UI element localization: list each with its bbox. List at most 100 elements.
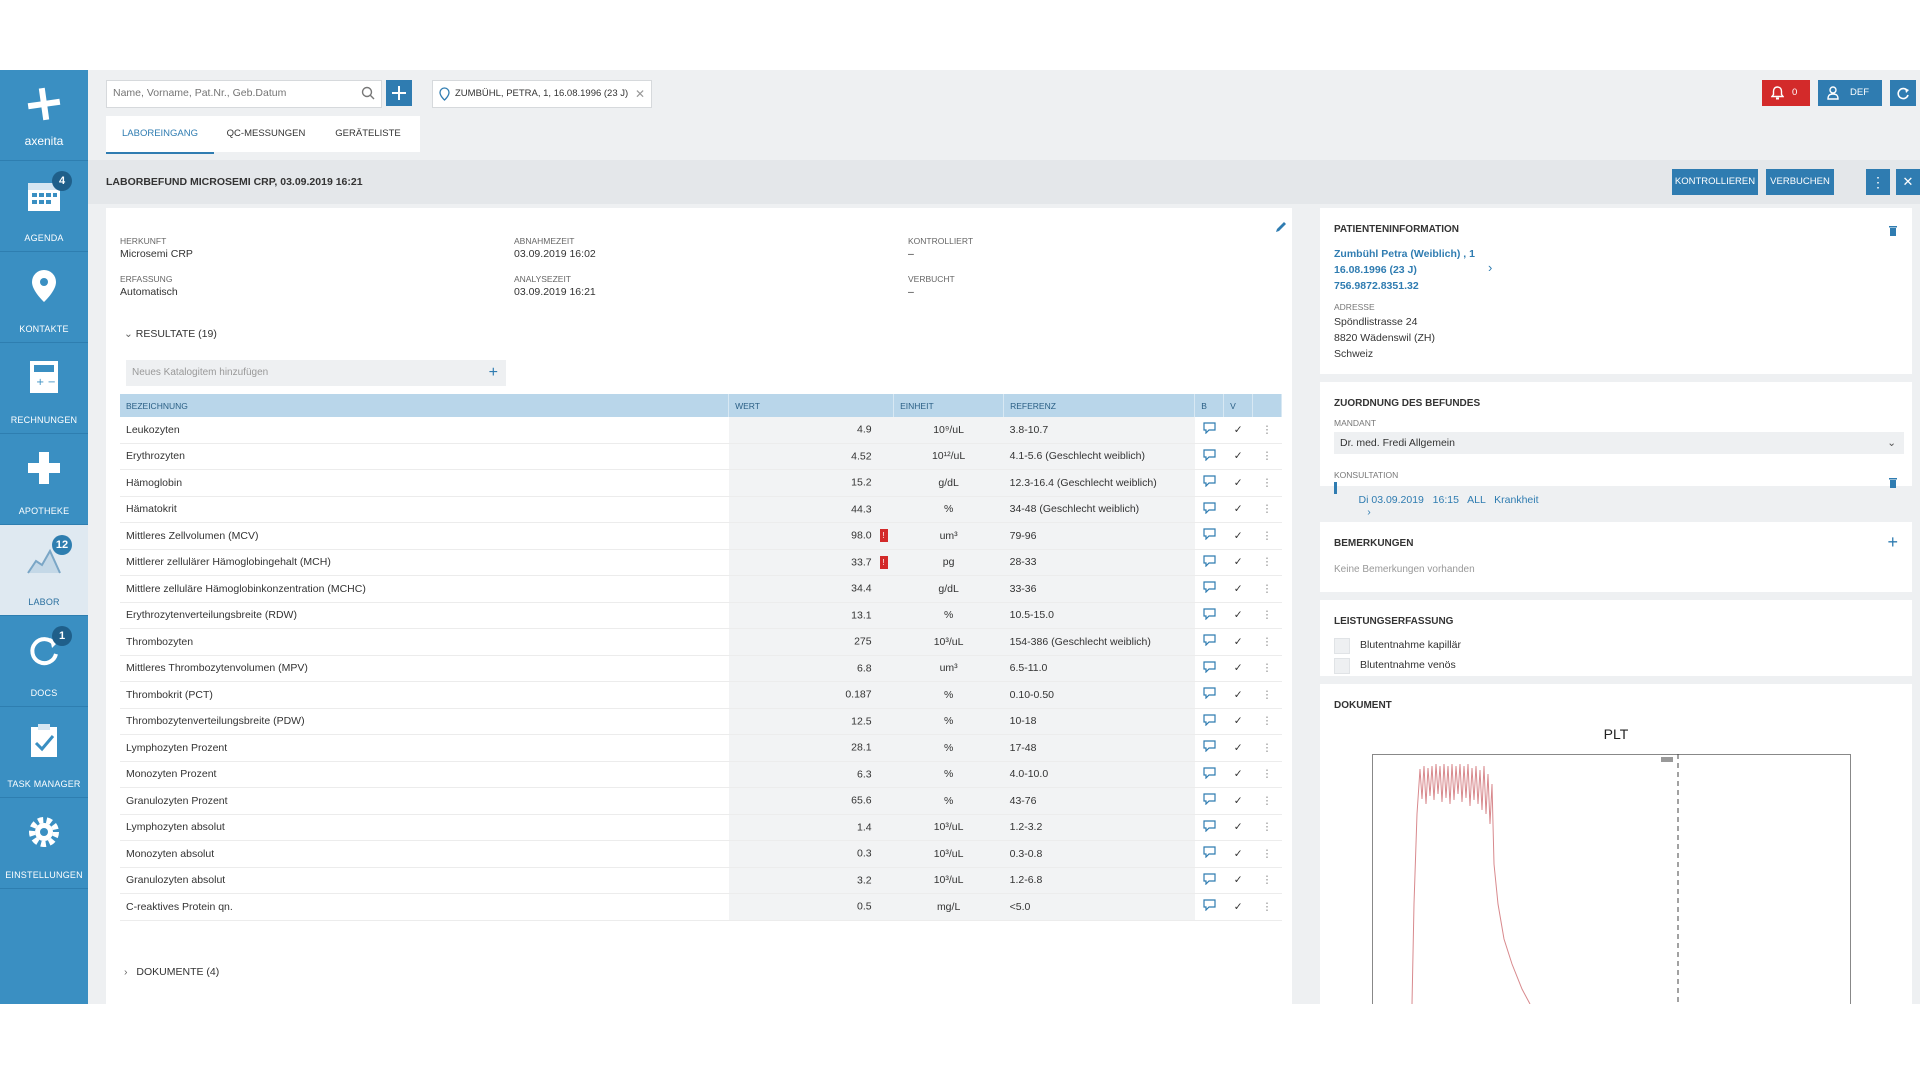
row-menu-icon[interactable]: ⋮ xyxy=(1252,417,1282,444)
cell-befund[interactable] xyxy=(1194,549,1224,576)
cell-validiert[interactable]: ✓ xyxy=(1223,602,1253,629)
col-wert[interactable]: WERT xyxy=(728,394,895,417)
comment-icon[interactable] xyxy=(1203,608,1216,621)
sidebar-item-task-manager[interactable]: TASK MANAGER xyxy=(0,707,88,798)
user-menu-button[interactable]: DEF xyxy=(1818,80,1882,106)
comment-icon[interactable] xyxy=(1203,873,1216,886)
cell-befund[interactable] xyxy=(1194,787,1224,815)
cell-validiert[interactable]: ✓ xyxy=(1223,893,1253,921)
row-menu-icon[interactable]: ⋮ xyxy=(1252,734,1282,762)
col-referenz[interactable]: REFERENZ xyxy=(1003,394,1196,417)
row-menu-icon[interactable]: ⋮ xyxy=(1252,602,1282,629)
cell-befund[interactable] xyxy=(1194,708,1224,735)
comment-icon[interactable] xyxy=(1203,502,1216,515)
col-bezeichnung[interactable]: BEZEICHNUNG xyxy=(120,394,730,417)
cell-befund[interactable] xyxy=(1194,443,1224,470)
cell-validiert[interactable]: ✓ xyxy=(1223,549,1253,576)
plus-icon[interactable]: + xyxy=(488,364,498,381)
cell-validiert[interactable]: ✓ xyxy=(1223,496,1253,523)
trash-icon[interactable] xyxy=(1888,476,1898,488)
add-bemerkung-icon[interactable]: + xyxy=(1887,532,1898,552)
cell-validiert[interactable]: ✓ xyxy=(1223,761,1253,788)
cell-befund[interactable] xyxy=(1194,867,1224,894)
sidebar-item-labor[interactable]: 12 LABOR xyxy=(0,525,88,616)
cell-befund[interactable] xyxy=(1194,575,1224,603)
tab-laboreingang[interactable]: LABOREINGANG xyxy=(106,116,214,154)
sidebar-item-kontakte[interactable]: KONTAKTE xyxy=(0,252,88,343)
table-row[interactable]: Monozyten absolut 0.3 10³/uL 0.3-0.8 ✓ ⋮ xyxy=(120,840,1282,868)
refresh-button[interactable] xyxy=(1890,80,1916,106)
cell-befund[interactable] xyxy=(1194,893,1224,921)
active-patient-chip[interactable]: ZUMBÜHL, PETRA, 1, 16.08.1996 (23 J) ✕ xyxy=(432,80,652,108)
cell-befund[interactable] xyxy=(1194,681,1224,709)
search-input[interactable] xyxy=(107,81,359,105)
cell-befund[interactable] xyxy=(1194,628,1224,656)
cell-befund[interactable] xyxy=(1194,602,1224,629)
cell-befund[interactable] xyxy=(1194,761,1224,788)
comment-icon[interactable] xyxy=(1203,793,1216,806)
row-menu-icon[interactable]: ⋮ xyxy=(1252,708,1282,735)
chevron-right-icon[interactable]: › xyxy=(1488,260,1493,275)
row-menu-icon[interactable]: ⋮ xyxy=(1252,575,1282,603)
close-report-button[interactable]: ✕ xyxy=(1896,169,1920,195)
row-menu-icon[interactable]: ⋮ xyxy=(1252,840,1282,868)
table-row[interactable]: Lymphozyten Prozent 28.1% 17-48 ✓ ⋮ xyxy=(120,734,1282,762)
table-row[interactable]: Erythrozyten 4.52 10¹²/uL 4.1-5.6 (Geschlec… xyxy=(120,443,1282,470)
cell-befund[interactable] xyxy=(1194,734,1224,762)
table-row[interactable]: Mittleres Zellvolumen (MCV) 98.0! um³ 79-96… xyxy=(120,522,1282,550)
konsultation-link[interactable]: Di 03.09.2019 16:15 ALL Krankheit › xyxy=(1334,482,1539,518)
cell-validiert[interactable]: ✓ xyxy=(1223,575,1253,603)
comment-icon[interactable] xyxy=(1203,846,1216,859)
col-b[interactable]: B xyxy=(1194,394,1225,417)
table-row[interactable]: Thrombokrit (PCT) 0.187% 0.10-0.50 ✓ ⋮ xyxy=(120,681,1282,709)
cell-befund[interactable] xyxy=(1194,417,1224,444)
catalog-add-field[interactable]: Neues Katalogitem hinzufügen + xyxy=(126,360,506,386)
cell-befund[interactable] xyxy=(1194,840,1224,868)
comment-icon[interactable] xyxy=(1203,528,1216,541)
add-patient-button[interactable] xyxy=(386,80,412,106)
cell-validiert[interactable]: ✓ xyxy=(1223,867,1253,894)
row-menu-icon[interactable]: ⋮ xyxy=(1252,496,1282,523)
comment-icon[interactable] xyxy=(1203,714,1216,727)
table-row[interactable]: Mittleres Thrombozytenvolumen (MPV) 6.8 um… xyxy=(120,655,1282,682)
verbuchen-button[interactable]: VERBUCHEN xyxy=(1766,169,1834,195)
comment-icon[interactable] xyxy=(1203,767,1216,780)
cell-validiert[interactable]: ✓ xyxy=(1223,469,1253,497)
search-icon[interactable] xyxy=(361,86,375,100)
row-menu-icon[interactable]: ⋮ xyxy=(1252,681,1282,709)
more-options-button[interactable]: ⋮ xyxy=(1866,169,1890,195)
table-row[interactable]: Mittlerer zellulärer Hämoglobingehalt (M… xyxy=(120,549,1282,576)
cell-befund[interactable] xyxy=(1194,522,1224,550)
table-row[interactable]: Granulozyten Prozent 65.6% 43-76 ✓ ⋮ xyxy=(120,787,1282,815)
cell-validiert[interactable]: ✓ xyxy=(1223,522,1253,550)
row-menu-icon[interactable]: ⋮ xyxy=(1252,549,1282,576)
comment-icon[interactable] xyxy=(1203,740,1216,753)
patient-link[interactable]: Zumbühl Petra (Weiblich) , 1 16.08.1996 … xyxy=(1334,246,1475,294)
cell-validiert[interactable]: ✓ xyxy=(1223,787,1253,815)
row-menu-icon[interactable]: ⋮ xyxy=(1252,761,1282,788)
trash-icon[interactable] xyxy=(1888,224,1898,236)
comment-icon[interactable] xyxy=(1203,661,1216,674)
cell-validiert[interactable]: ✓ xyxy=(1223,840,1253,868)
sidebar-item-agenda[interactable]: 4 AGENDA xyxy=(0,161,88,252)
col-einheit[interactable]: EINHEIT xyxy=(893,394,1005,417)
table-row[interactable]: Monozyten Prozent 6.3% 4.0-10.0 ✓ ⋮ xyxy=(120,761,1282,788)
table-row[interactable]: Thrombozyten 275 10³/uL 154-386 (Geschlecht… xyxy=(120,628,1282,656)
cell-befund[interactable] xyxy=(1194,496,1224,523)
cell-validiert[interactable]: ✓ xyxy=(1223,708,1253,735)
table-row[interactable]: Leukozyten 4.9 10⁹/uL 3.8-10.7 ✓ ⋮ xyxy=(120,417,1282,444)
cell-befund[interactable] xyxy=(1194,655,1224,682)
kontrollieren-button[interactable]: KONTROLLIEREN xyxy=(1672,169,1758,195)
row-menu-icon[interactable]: ⋮ xyxy=(1252,443,1282,470)
comment-icon[interactable] xyxy=(1203,820,1216,833)
plt-histogram[interactable] xyxy=(1372,754,1854,1004)
comment-icon[interactable] xyxy=(1203,634,1216,647)
cell-validiert[interactable]: ✓ xyxy=(1223,655,1253,682)
row-menu-icon[interactable]: ⋮ xyxy=(1252,787,1282,815)
cell-validiert[interactable]: ✓ xyxy=(1223,681,1253,709)
axenita-logo[interactable]: axenita xyxy=(0,70,88,161)
cell-befund[interactable] xyxy=(1194,469,1224,497)
comment-icon[interactable] xyxy=(1203,687,1216,700)
pencil-edit-icon[interactable] xyxy=(1274,220,1288,234)
row-menu-icon[interactable]: ⋮ xyxy=(1252,814,1282,841)
